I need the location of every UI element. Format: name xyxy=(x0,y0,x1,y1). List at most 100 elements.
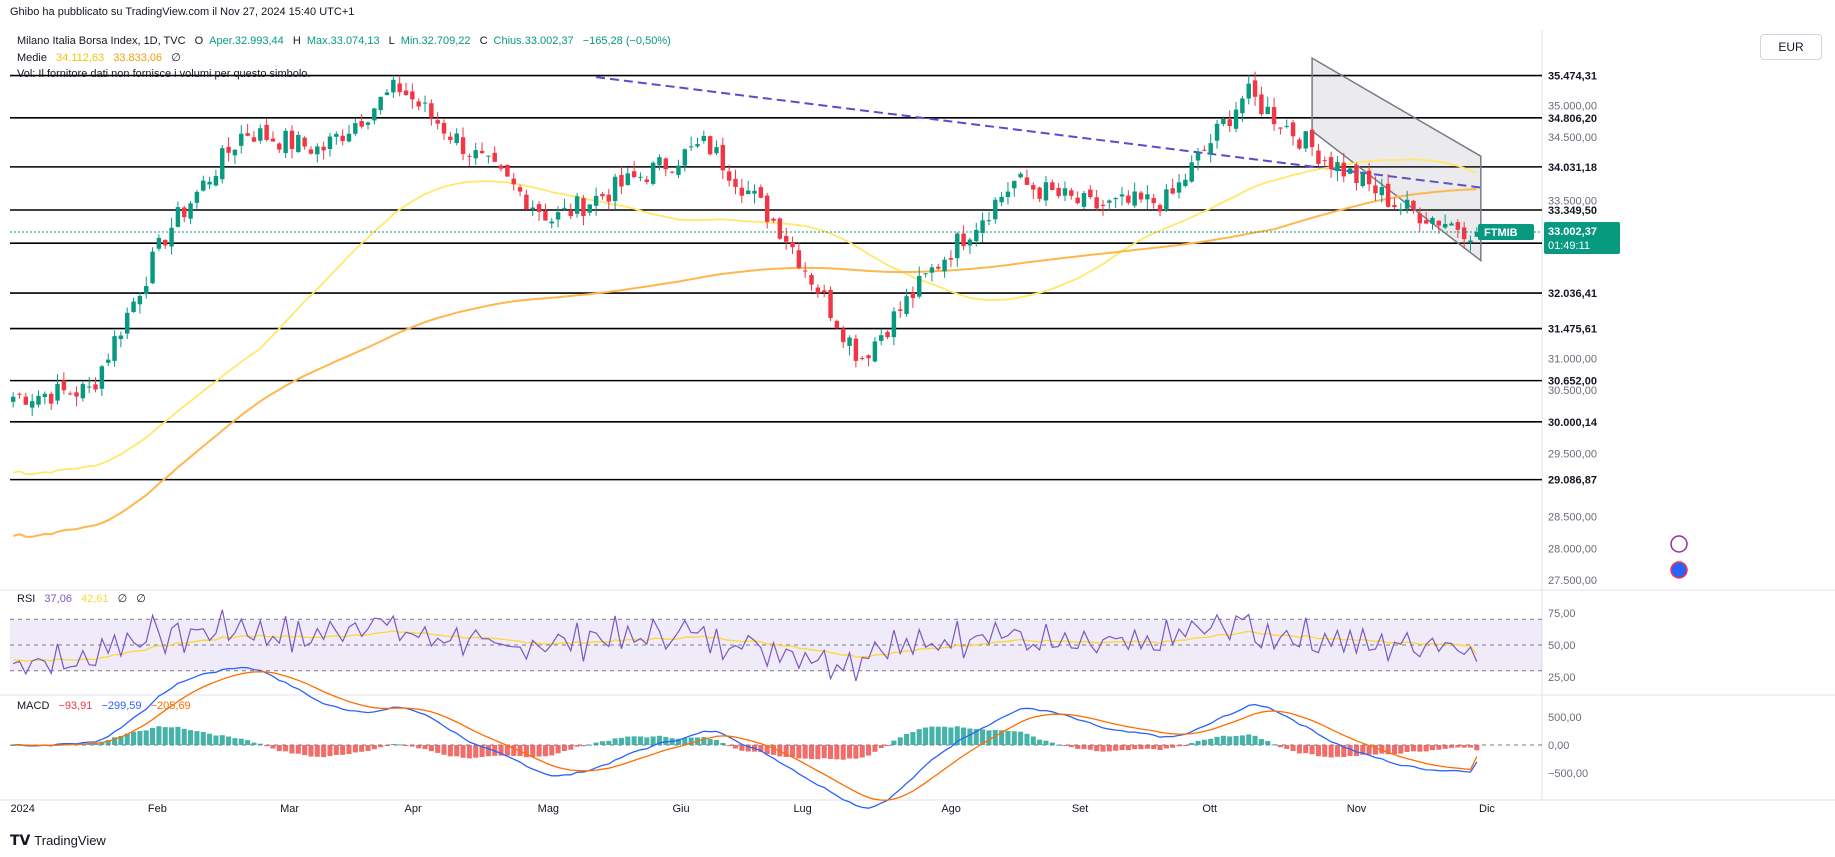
candle-body xyxy=(144,286,149,295)
candle-body xyxy=(251,137,257,142)
candle-body xyxy=(663,158,669,170)
macd-histogram-bar xyxy=(536,745,542,757)
candle-body xyxy=(258,128,263,141)
macd-histogram-bar xyxy=(485,745,491,757)
candle-body xyxy=(327,136,333,150)
macd-histogram-bar xyxy=(1214,736,1220,745)
price-axis-tick: 33.500,00 xyxy=(1548,195,1597,207)
macd-histogram-bar xyxy=(213,735,219,745)
candle-body xyxy=(378,96,383,111)
rsi-label[interactable]: RSI xyxy=(17,593,36,605)
candle-body xyxy=(891,311,897,338)
macd-histogram-bar xyxy=(840,745,846,760)
candle-body xyxy=(1430,217,1435,224)
last-price-label: 33.002,37 xyxy=(1548,226,1597,238)
macd-axis-tick: 0,00 xyxy=(1548,740,1569,752)
volume-note: Vol: Il fornitore dati non fornisce i vo… xyxy=(17,68,311,80)
candle-body xyxy=(213,176,219,186)
macd-histogram-bar xyxy=(650,736,656,745)
candle-body xyxy=(1417,213,1423,224)
candle-body xyxy=(1335,162,1340,172)
candle-body xyxy=(473,150,478,159)
low-label: L xyxy=(388,35,395,47)
candle-body xyxy=(1240,98,1245,114)
macd-histogram-bar xyxy=(143,730,149,745)
candle-body xyxy=(207,181,212,185)
macd-histogram-bar xyxy=(1455,745,1461,748)
level-label: 35.474,31 xyxy=(1548,71,1597,83)
candle-body xyxy=(840,328,846,343)
macd-histogram-bar xyxy=(612,738,618,745)
candle-body xyxy=(942,259,947,272)
candle-body xyxy=(220,148,225,180)
macd-histogram-bar xyxy=(1081,745,1087,750)
candle-body xyxy=(593,195,599,206)
candle-body xyxy=(1164,189,1169,211)
events-icon[interactable] xyxy=(1670,561,1688,579)
rsi-panel: 75,00 50,00 25,00 xyxy=(10,608,1576,684)
macd-histogram-bar xyxy=(1265,741,1271,745)
macd-label[interactable]: MACD xyxy=(17,700,50,712)
ma-label[interactable]: Medie xyxy=(17,52,47,64)
open-label: O xyxy=(194,35,204,47)
candle-body xyxy=(1126,195,1131,203)
macd-histogram-bar xyxy=(416,745,422,749)
candle-body xyxy=(714,147,719,154)
candle-body xyxy=(549,221,554,224)
candle-body xyxy=(99,366,105,389)
candle-body xyxy=(340,135,345,142)
candle-body xyxy=(29,401,35,408)
symbol-tag: FTMIB xyxy=(1484,227,1518,239)
candle-body xyxy=(1069,190,1074,196)
candle-body xyxy=(726,171,732,181)
currency-button[interactable]: EUR xyxy=(1760,34,1822,60)
candle-body xyxy=(429,103,434,118)
macd-histogram-bar xyxy=(954,726,960,745)
macd-histogram-bar xyxy=(1151,745,1157,750)
macd-histogram-bar xyxy=(378,745,384,748)
macd-histogram-bar xyxy=(1309,745,1315,755)
candle-body xyxy=(568,210,573,217)
price-axis-tick: 27.500,00 xyxy=(1548,575,1597,587)
candle-body xyxy=(777,218,783,239)
candle-body xyxy=(283,130,288,153)
lightning-icon[interactable] xyxy=(1670,535,1688,553)
candle-body xyxy=(739,187,745,196)
candle-body xyxy=(1170,188,1175,194)
candle-body xyxy=(1100,204,1106,206)
candle-body xyxy=(435,120,440,124)
candle-body xyxy=(1062,188,1068,196)
candle-body xyxy=(631,171,637,178)
macd-histogram-bar xyxy=(935,726,941,745)
macd-histogram-bar xyxy=(606,740,612,745)
macd-histogram-bar xyxy=(257,743,263,745)
candle-body xyxy=(188,203,193,219)
level-label: 33.349,50 xyxy=(1548,205,1597,217)
macd-histogram-bar xyxy=(188,730,194,745)
candle-body xyxy=(834,320,840,328)
candle-body xyxy=(1297,139,1302,149)
candle-body xyxy=(1354,165,1359,184)
symbol-name[interactable]: Milano Italia Borsa Index, 1D, TVC xyxy=(17,35,186,47)
macd-histogram-bar xyxy=(276,745,282,752)
candle-body xyxy=(695,144,700,147)
candle-body xyxy=(1259,94,1264,115)
level-label: 29.086,87 xyxy=(1548,475,1597,487)
macd-histogram-bar xyxy=(580,745,586,747)
macd-histogram-bar xyxy=(549,745,555,756)
macd-histogram-bar xyxy=(1442,745,1448,749)
macd-histogram-bar xyxy=(1106,745,1112,752)
macd-histogram-bar xyxy=(1284,745,1290,749)
candle-body xyxy=(752,190,757,194)
candle-body xyxy=(1461,227,1467,240)
candle-body xyxy=(150,251,155,284)
candle-body xyxy=(1075,197,1080,204)
candle-body xyxy=(758,187,764,198)
macd-histogram-bar xyxy=(264,745,270,747)
macd-histogram-bar xyxy=(739,745,745,751)
tradingview-logo[interactable]: 𝗧𝗩 TradingView xyxy=(10,832,106,849)
macd-histogram-bar xyxy=(916,729,922,745)
tradingview-brand: TradingView xyxy=(34,833,106,848)
ma-line: Medie 34.112,63 33.833,06 ∅ xyxy=(17,51,187,64)
